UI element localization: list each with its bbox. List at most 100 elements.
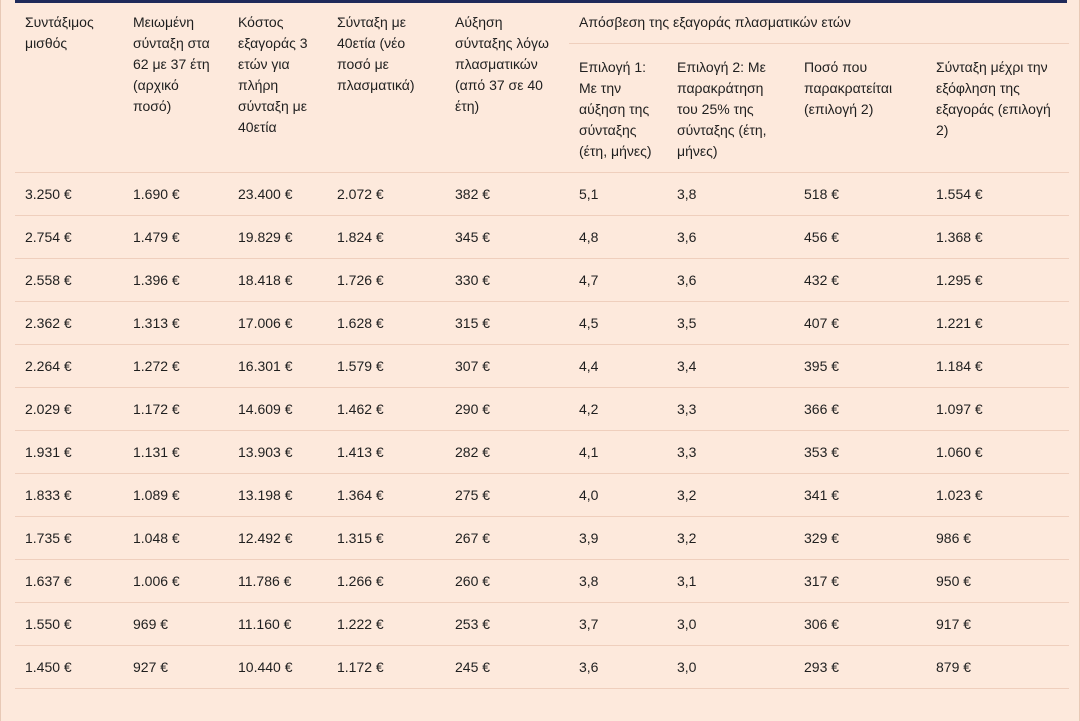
- cell-option-2: 3,6: [667, 215, 794, 259]
- cell-pension-40: 1.824 €: [327, 215, 445, 259]
- cell-salary: 1.637 €: [15, 559, 123, 603]
- cell-reduced-pension: 1.172 €: [123, 387, 228, 431]
- cell-reduced-pension: 1.048 €: [123, 516, 228, 560]
- cell-salary: 1.550 €: [15, 602, 123, 646]
- cell-withheld: 456 €: [794, 215, 926, 259]
- cell-buyback-cost: 10.440 €: [228, 645, 327, 689]
- cell-increase: 315 €: [445, 301, 569, 345]
- cell-reduced-pension: 1.396 €: [123, 258, 228, 302]
- cell-withheld: 366 €: [794, 387, 926, 431]
- cell-option-1: 4,0: [569, 473, 667, 517]
- table-row: 3.250 €1.690 €23.400 €2.072 €382 €5,1 3,8…: [15, 172, 1070, 216]
- cell-option-1: 4,1: [569, 430, 667, 474]
- cell-buyback-cost: 13.198 €: [228, 473, 327, 517]
- cell-pension-until-payoff: 879 €: [926, 645, 1070, 689]
- header-option-2: Επιλογή 2: Με παρακράτηση του 25% της σύ…: [667, 43, 794, 173]
- cell-buyback-cost: 19.829 €: [228, 215, 327, 259]
- cell-reduced-pension: 1.131 €: [123, 430, 228, 474]
- cell-pension-until-payoff: 1.221 €: [926, 301, 1070, 345]
- cell-pension-until-payoff: 917 €: [926, 602, 1070, 646]
- cell-option-1: 3,9: [569, 516, 667, 560]
- table-row: 2.029 €1.172 €14.609 €1.462 €290 €4,2 3,3…: [15, 387, 1070, 431]
- cell-withheld: 395 €: [794, 344, 926, 388]
- table-row: 2.264 €1.272 €16.301 €1.579 €307 €4,4 3,4…: [15, 344, 1070, 388]
- cell-salary: 2.264 €: [15, 344, 123, 388]
- cell-pension-40: 1.266 €: [327, 559, 445, 603]
- cell-salary: 2.754 €: [15, 215, 123, 259]
- cell-reduced-pension: 1.272 €: [123, 344, 228, 388]
- cell-option-2: 3,0: [667, 602, 794, 646]
- cell-salary: 2.362 €: [15, 301, 123, 345]
- table-row: 1.931 €1.131 €13.903 €1.413 €282 €4,1 3,3…: [15, 430, 1070, 474]
- header-option-1: Επιλογή 1: Με την αύξηση της σύνταξης (έ…: [569, 43, 667, 173]
- cell-pension-40: 1.413 €: [327, 430, 445, 474]
- cell-withheld: 432 €: [794, 258, 926, 302]
- cell-salary: 1.735 €: [15, 516, 123, 560]
- cell-option-2: 3,6: [667, 258, 794, 302]
- cell-option-1: 4,2: [569, 387, 667, 431]
- table-row: 1.550 €969 €11.160 €1.222 €253 €3,7 3,0 30…: [15, 602, 1070, 646]
- cell-increase: 267 €: [445, 516, 569, 560]
- cell-pension-until-payoff: 1.097 €: [926, 387, 1070, 431]
- cell-salary: 2.558 €: [15, 258, 123, 302]
- cell-option-1: 4,4: [569, 344, 667, 388]
- header-reduced-pension: Μειωμένη σύνταξη στα 62 με 37 έτη (αρχικ…: [123, 3, 228, 173]
- cell-buyback-cost: 12.492 €: [228, 516, 327, 560]
- cell-pension-until-payoff: 1.023 €: [926, 473, 1070, 517]
- cell-increase: 282 €: [445, 430, 569, 474]
- cell-pension-until-payoff: 1.184 €: [926, 344, 1070, 388]
- header-withheld-amount: Ποσό που παρακρατείται (επιλογή 2): [794, 43, 926, 173]
- table-row: 1.450 €927 €10.440 €1.172 €245 €3,6 3,0 29…: [15, 645, 1070, 689]
- cell-reduced-pension: 927 €: [123, 645, 228, 689]
- cell-withheld: 317 €: [794, 559, 926, 603]
- cell-buyback-cost: 16.301 €: [228, 344, 327, 388]
- cell-pension-40: 1.462 €: [327, 387, 445, 431]
- header-pension-40-years: Σύνταξη με 40ετία (νέο ποσό με πλασματικ…: [327, 3, 445, 173]
- cell-pension-40: 1.222 €: [327, 602, 445, 646]
- cell-pension-40: 1.172 €: [327, 645, 445, 689]
- cell-option-2: 3,5: [667, 301, 794, 345]
- header-buyback-cost: Κόστος εξαγοράς 3 ετών για πλήρη σύνταξη…: [228, 3, 327, 173]
- cell-option-2: 3,2: [667, 516, 794, 560]
- table-row: 1.833 €1.089 €13.198 €1.364 €275 €4,0 3,2…: [15, 473, 1070, 517]
- cell-pension-40: 1.726 €: [327, 258, 445, 302]
- cell-pension-until-payoff: 1.295 €: [926, 258, 1070, 302]
- cell-salary: 1.833 €: [15, 473, 123, 517]
- cell-option-1: 3,8: [569, 559, 667, 603]
- table-row: 2.754 €1.479 €19.829 €1.824 €345 €4,8 3,6…: [15, 215, 1070, 259]
- cell-option-1: 5,1: [569, 172, 667, 216]
- cell-buyback-cost: 13.903 €: [228, 430, 327, 474]
- cell-pension-40: 1.628 €: [327, 301, 445, 345]
- cell-option-2: 3,0: [667, 645, 794, 689]
- cell-reduced-pension: 1.006 €: [123, 559, 228, 603]
- table-row: 2.558 €1.396 €18.418 €1.726 €330 €4,7 3,6…: [15, 258, 1070, 302]
- cell-salary: 1.450 €: [15, 645, 123, 689]
- cell-reduced-pension: 1.690 €: [123, 172, 228, 216]
- cell-reduced-pension: 1.479 €: [123, 215, 228, 259]
- cell-buyback-cost: 11.160 €: [228, 602, 327, 646]
- header-row: Συντάξιμος μισθός Μειωμένη σύνταξη στα 6…: [15, 3, 1070, 173]
- cell-option-1: 4,7: [569, 258, 667, 302]
- cell-pension-until-payoff: 1.060 €: [926, 430, 1070, 474]
- cell-pension-until-payoff: 950 €: [926, 559, 1070, 603]
- table-row: 1.637 €1.006 €11.786 €1.266 €260 €3,8 3,1…: [15, 559, 1070, 603]
- table-row: 1.735 €1.048 €12.492 €1.315 €267 €3,9 3,2…: [15, 516, 1070, 560]
- cell-buyback-cost: 17.006 €: [228, 301, 327, 345]
- cell-increase: 382 €: [445, 172, 569, 216]
- cell-option-1: 3,7: [569, 602, 667, 646]
- cell-option-1: 4,8: [569, 215, 667, 259]
- cell-increase: 290 €: [445, 387, 569, 431]
- cell-withheld: 353 €: [794, 430, 926, 474]
- cell-option-2: 3,3: [667, 430, 794, 474]
- cell-pension-40: 1.315 €: [327, 516, 445, 560]
- cell-salary: 3.250 €: [15, 172, 123, 216]
- cell-option-2: 3,2: [667, 473, 794, 517]
- cell-withheld: 329 €: [794, 516, 926, 560]
- subheader-row: Επιλογή 1: Με την αύξηση της σύνταξης (έ…: [15, 43, 1070, 173]
- cell-increase: 345 €: [445, 215, 569, 259]
- pension-buyback-table: Συντάξιμος μισθός Μειωμένη σύνταξη στα 6…: [15, 3, 1070, 689]
- cell-option-2: 3,3: [667, 387, 794, 431]
- cell-withheld: 306 €: [794, 602, 926, 646]
- cell-option-2: 3,8: [667, 172, 794, 216]
- header-pensionable-salary: Συντάξιμος μισθός: [15, 3, 123, 173]
